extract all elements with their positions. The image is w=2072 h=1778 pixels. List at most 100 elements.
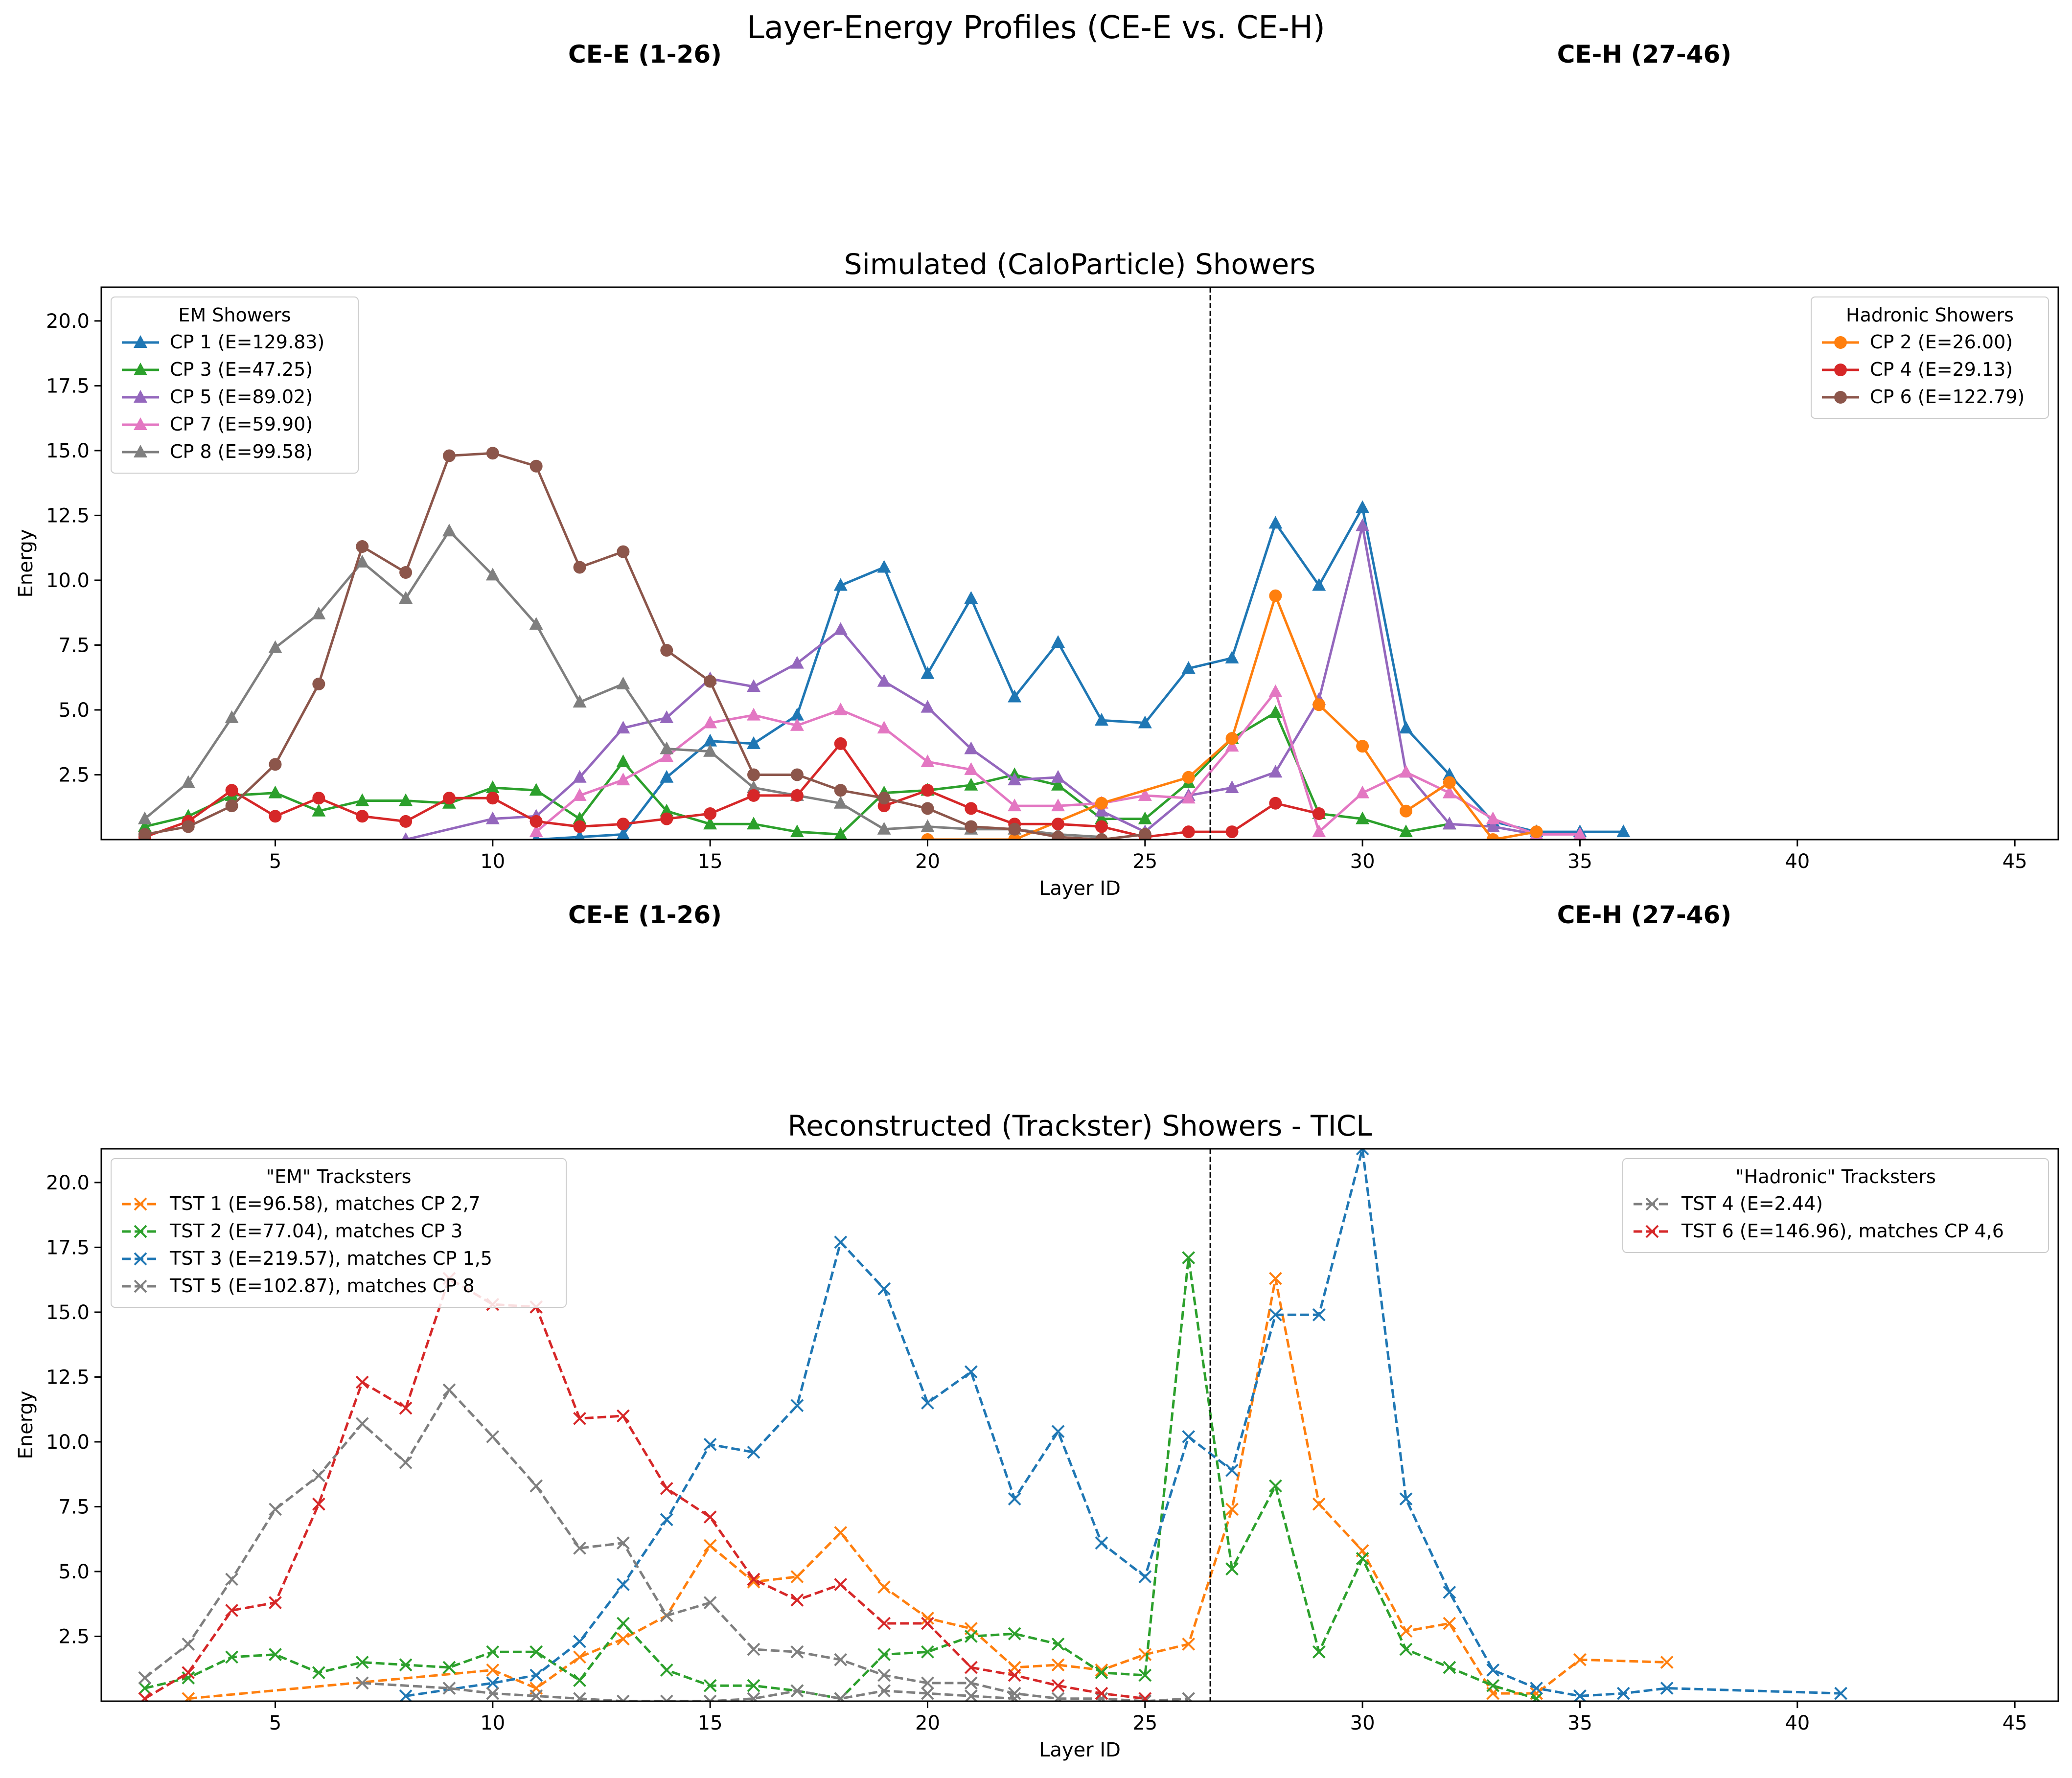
data-point — [138, 1671, 152, 1685]
data-point — [833, 622, 848, 635]
series-line — [362, 1682, 1015, 1701]
data-point — [660, 803, 674, 817]
data-point — [355, 1417, 369, 1431]
data-point — [1268, 1479, 1282, 1493]
data-point — [921, 819, 935, 832]
data-point — [616, 1617, 630, 1630]
data-point — [1269, 797, 1282, 810]
data-point — [790, 707, 804, 721]
y-axis-label: Energy — [15, 1390, 37, 1459]
data-point — [704, 675, 717, 688]
data-point — [790, 824, 804, 838]
data-point — [1051, 777, 1065, 791]
data-point — [355, 1656, 369, 1669]
data-point — [921, 700, 935, 713]
data-point — [573, 1541, 586, 1555]
series-line — [144, 452, 1146, 840]
data-point — [269, 1648, 282, 1662]
series — [921, 589, 1543, 840]
data-point — [1008, 833, 1021, 840]
legend-title: "EM" Tracksters — [266, 1166, 412, 1187]
data-point — [1182, 771, 1195, 784]
data-point — [1312, 1497, 1326, 1511]
data-point — [1051, 1637, 1065, 1651]
data-point — [1225, 780, 1239, 793]
legend-label: CP 1 (E=129.83) — [170, 331, 324, 353]
x-tick-label: 25 — [1132, 850, 1157, 873]
data-point — [182, 1692, 195, 1701]
x-tick-label: 45 — [2003, 850, 2027, 873]
data-point — [1008, 689, 1022, 703]
data-point — [703, 715, 717, 729]
data-point — [486, 1645, 500, 1659]
series-line — [927, 594, 1537, 840]
data-point — [312, 1666, 325, 1680]
data-point — [1312, 824, 1326, 838]
panel-title: Reconstructed (Trackster) Showers - TICL — [788, 1109, 1372, 1142]
data-point — [660, 812, 673, 825]
x-tick-label: 35 — [1567, 1712, 1592, 1734]
data-point — [877, 1648, 891, 1662]
legend-label: TST 6 (E=146.96), matches CP 4,6 — [1681, 1220, 2004, 1242]
y-tick-label: 7.5 — [58, 1496, 90, 1518]
data-point — [1052, 818, 1065, 831]
data-point — [530, 1689, 543, 1701]
data-point — [877, 821, 891, 835]
data-point — [1225, 732, 1239, 745]
data-point — [269, 1596, 282, 1609]
data-point — [399, 1456, 413, 1469]
data-point — [486, 1663, 500, 1677]
x-tick-label: 5 — [269, 850, 281, 873]
data-point — [964, 1630, 978, 1643]
data-point — [1182, 825, 1195, 839]
data-point — [1356, 785, 1370, 798]
data-point — [1269, 589, 1282, 602]
data-point — [921, 784, 934, 797]
data-point — [616, 1536, 630, 1550]
data-point — [356, 810, 369, 823]
data-point — [573, 1692, 586, 1701]
data-point — [573, 770, 587, 783]
panel-title: Simulated (CaloParticle) Showers — [844, 248, 1315, 281]
data-point — [790, 656, 804, 669]
section-label-cee-top: CE-E (1-26) — [568, 40, 722, 68]
data-point — [964, 762, 978, 775]
data-point — [1486, 819, 1500, 832]
data-point — [1051, 798, 1065, 812]
data-point — [1573, 827, 1587, 840]
data-point — [355, 554, 369, 568]
x-axis-label: Layer ID — [1039, 877, 1121, 900]
data-point — [747, 1575, 760, 1589]
data-point — [616, 754, 630, 767]
data-point — [964, 1365, 978, 1379]
legend-label: CP 2 (E=26.00) — [1870, 331, 2013, 353]
data-point — [573, 1412, 586, 1425]
data-point — [573, 1635, 586, 1648]
data-point — [1225, 1562, 1239, 1576]
data-point — [921, 833, 934, 840]
data-point — [1138, 1692, 1152, 1701]
data-point — [834, 1578, 848, 1591]
series — [138, 1383, 1196, 1701]
reconstructed-showers-panel: Reconstructed (Trackster) Showers - TICL… — [15, 1109, 2059, 1761]
series-line — [144, 1277, 1146, 1700]
data-point — [182, 1637, 195, 1651]
data-point — [1181, 791, 1196, 804]
data-point — [1225, 650, 1239, 663]
data-point — [616, 676, 630, 689]
legend-label: TST 5 (E=102.87), matches CP 8 — [169, 1275, 475, 1297]
data-point — [1051, 635, 1065, 648]
data-point — [1399, 1642, 1413, 1656]
y-tick-label: 17.5 — [46, 1236, 90, 1259]
data-point — [1182, 1637, 1196, 1651]
data-point — [1268, 516, 1283, 529]
data-point — [617, 818, 630, 831]
data-point — [1312, 1645, 1326, 1659]
y-tick-label: 15.0 — [46, 440, 90, 462]
x-tick-label: 15 — [698, 850, 723, 873]
data-point — [834, 737, 847, 750]
data-point — [616, 1694, 630, 1701]
data-point — [703, 817, 717, 830]
data-point — [1225, 1503, 1239, 1516]
data-point — [790, 1593, 804, 1607]
